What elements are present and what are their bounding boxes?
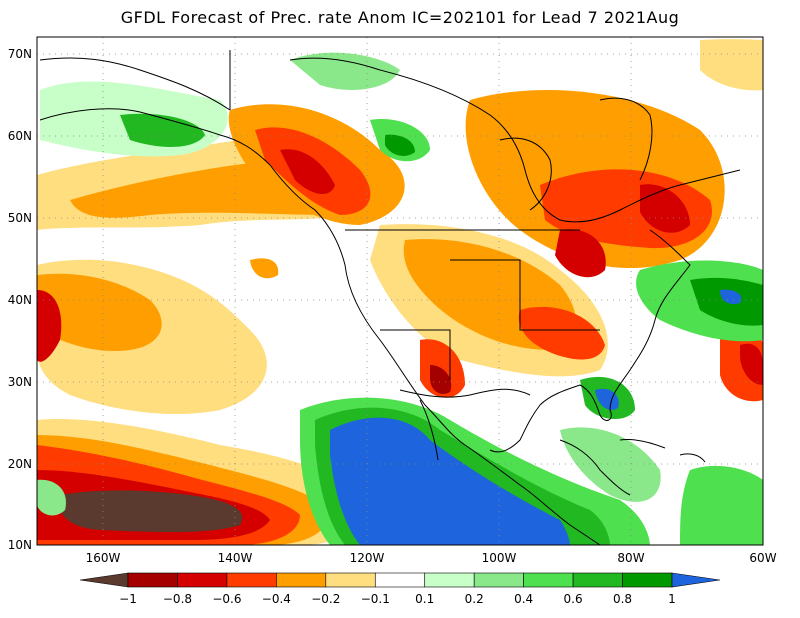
colorbar-label: 0.8 — [613, 592, 632, 606]
lat-label: 40N — [8, 293, 32, 307]
colorbar-label: −0.2 — [311, 592, 340, 606]
lat-label: 30N — [8, 375, 32, 389]
lon-label: 60W — [749, 551, 776, 565]
map-title: GFDL Forecast of Prec. rate Anom IC=2021… — [120, 8, 680, 27]
lon-label: 160W — [86, 551, 121, 565]
colorbar-swatch — [226, 572, 277, 588]
colorbar-swatch — [374, 572, 426, 588]
colorbar: −1 −0.8 −0.6 −0.4 −0.2 −0.1 0.1 0.2 0.4 0.6 0.8 1 — [79, 572, 721, 606]
lat-label: 20N — [8, 457, 32, 471]
colorbar-swatch — [622, 572, 673, 588]
colorbar-label: −0.6 — [212, 592, 241, 606]
colorbar-swatch — [325, 572, 376, 588]
colorbar-swatch — [424, 572, 475, 588]
lat-label: 60N — [8, 129, 32, 143]
colorbar-label: −0.1 — [361, 592, 390, 606]
colorbar-label: 0.6 — [564, 592, 583, 606]
lon-label: 80W — [617, 551, 644, 565]
colorbar-label: 0.4 — [514, 592, 533, 606]
latitude-axis: 70N 60N 50N 40N 30N 20N 10N — [8, 47, 32, 552]
colorbar-label: 0.2 — [465, 592, 484, 606]
colorbar-swatch — [177, 572, 228, 588]
colorbar-label: 1 — [668, 592, 676, 606]
colorbar-swatch — [572, 572, 623, 588]
anomaly-field — [37, 37, 763, 545]
graticule — [37, 37, 763, 545]
colorbar-label: −0.8 — [163, 592, 192, 606]
lon-label: 100W — [482, 551, 517, 565]
colorbar-swatch — [276, 572, 327, 588]
lat-label: 10N — [8, 538, 32, 552]
lat-label: 70N — [8, 47, 32, 61]
colorbar-swatch — [523, 572, 574, 588]
lon-label: 140W — [218, 551, 253, 565]
colorbar-label: 0.1 — [415, 592, 434, 606]
colorbar-label: −0.4 — [262, 592, 291, 606]
coastlines — [39, 50, 741, 545]
colorbar-swatch — [473, 572, 524, 588]
plot-frame — [36, 36, 764, 546]
longitude-axis: 160W 140W 120W 100W 80W 60W — [86, 551, 777, 565]
colorbar-swatch — [127, 572, 178, 588]
lon-label: 120W — [350, 551, 385, 565]
colorbar-swatch — [671, 572, 721, 588]
lat-label: 50N — [8, 211, 32, 225]
colorbar-label: −1 — [119, 592, 137, 606]
colorbar-swatch — [79, 572, 129, 588]
